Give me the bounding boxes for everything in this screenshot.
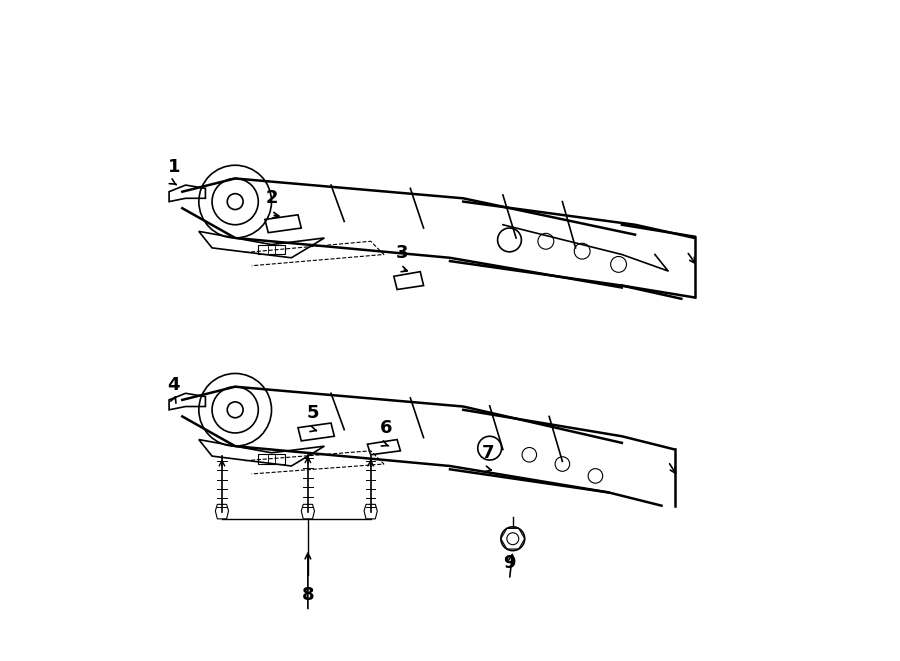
Text: 3: 3 xyxy=(395,243,408,262)
Text: 2: 2 xyxy=(266,189,278,208)
Text: 4: 4 xyxy=(167,375,180,394)
Text: 5: 5 xyxy=(307,404,320,422)
Text: 7: 7 xyxy=(482,444,494,462)
Text: 1: 1 xyxy=(167,157,180,176)
Text: 6: 6 xyxy=(380,419,392,438)
Text: 8: 8 xyxy=(302,586,314,604)
Text: 9: 9 xyxy=(503,554,516,572)
